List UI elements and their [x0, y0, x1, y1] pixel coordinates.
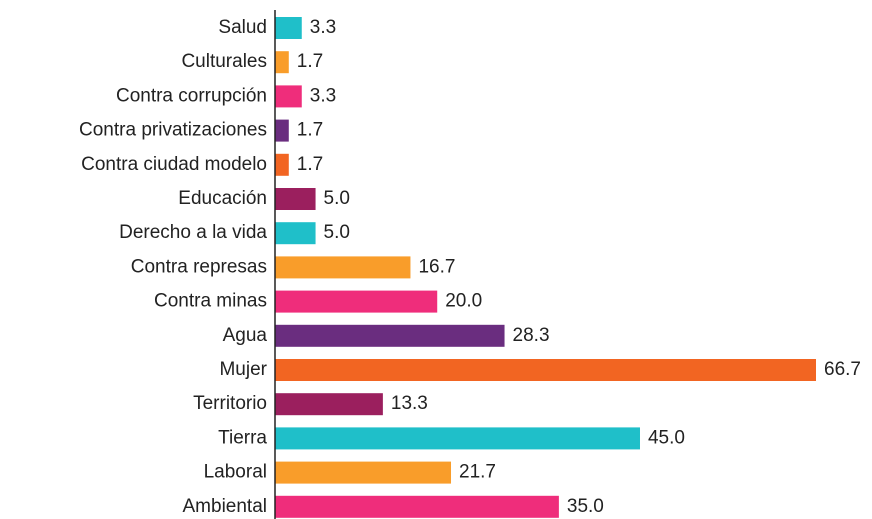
value-label: 1.7 — [297, 120, 323, 141]
bar — [275, 17, 302, 39]
value-label: 1.7 — [297, 51, 323, 72]
category-label: Educación — [178, 188, 267, 209]
category-label: Contra privatizaciones — [79, 120, 267, 141]
bar — [275, 393, 383, 416]
value-label: 45.0 — [648, 427, 685, 448]
bar — [275, 256, 411, 279]
bar — [275, 222, 316, 245]
category-label: Tierra — [218, 427, 267, 448]
bar — [275, 359, 816, 381]
category-label: Salud — [218, 17, 267, 38]
value-label: 13.3 — [391, 393, 428, 414]
bar — [275, 290, 438, 313]
value-label: 5.0 — [324, 188, 350, 209]
value-label: 16.7 — [418, 256, 455, 277]
category-label: Ambiental — [183, 496, 268, 517]
category-label: Agua — [223, 325, 268, 346]
category-label: Contra ciudad modelo — [81, 154, 267, 175]
bar — [275, 461, 452, 484]
category-label: Contra minas — [154, 291, 267, 312]
value-label: 3.3 — [310, 85, 336, 106]
bar — [275, 51, 289, 74]
value-label: 35.0 — [567, 496, 604, 517]
category-label: Culturales — [181, 51, 267, 72]
category-label: Contra corrupción — [116, 85, 267, 106]
category-label: Contra represas — [131, 256, 267, 277]
value-label: 1.7 — [297, 154, 323, 175]
value-label: 28.3 — [513, 325, 550, 346]
bar — [275, 85, 302, 108]
value-label: 20.0 — [445, 291, 482, 312]
category-label: Laboral — [204, 462, 267, 483]
category-label: Territorio — [193, 393, 267, 414]
bar — [275, 119, 289, 142]
bar — [275, 188, 316, 210]
category-label: Derecho a la vida — [119, 222, 267, 243]
value-label: 66.7 — [824, 359, 861, 380]
category-label: Mujer — [219, 359, 267, 380]
value-label: 21.7 — [459, 462, 496, 483]
bar — [275, 324, 505, 347]
value-label: 5.0 — [324, 222, 350, 243]
bar — [275, 427, 640, 450]
bar — [275, 495, 559, 518]
bar — [275, 153, 289, 176]
value-label: 3.3 — [310, 17, 336, 38]
